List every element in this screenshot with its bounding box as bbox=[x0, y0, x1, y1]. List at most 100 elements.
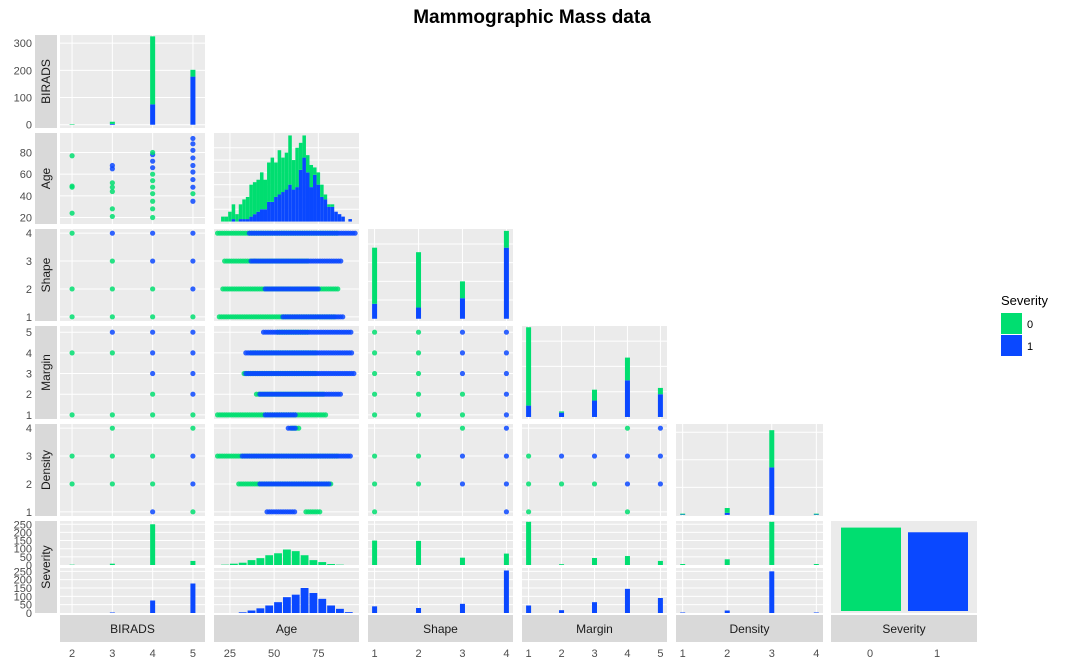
bar-segment-1 bbox=[295, 187, 299, 222]
y-tick-label: 200 bbox=[14, 575, 32, 587]
data-point bbox=[371, 481, 378, 487]
y-tick-label: 4 bbox=[26, 423, 32, 435]
bar-segment-0 bbox=[69, 124, 75, 125]
chart-title: Mammographic Mass data bbox=[413, 7, 651, 28]
bar-age-severity-1 bbox=[344, 612, 353, 613]
bar-severity-1 bbox=[624, 588, 630, 613]
data-point bbox=[190, 176, 196, 183]
data-point bbox=[150, 214, 156, 221]
x-tick-label: 1 bbox=[526, 648, 532, 660]
col-strip-label: Severity bbox=[882, 622, 925, 636]
col-strip-density bbox=[676, 615, 823, 642]
x-tick-label: 2 bbox=[69, 648, 75, 660]
row-strip-label: Density bbox=[39, 450, 53, 490]
data-point bbox=[190, 350, 196, 356]
data-point bbox=[503, 370, 510, 377]
bar-severity-0 bbox=[841, 527, 901, 611]
bar-age-severity-1 bbox=[247, 610, 256, 613]
x-tick-label: 2 bbox=[415, 648, 421, 660]
bar-segment-1 bbox=[109, 123, 115, 125]
data-point bbox=[190, 141, 196, 147]
bar-severity-1 bbox=[150, 600, 156, 613]
col-strip-label: Density bbox=[729, 622, 769, 636]
data-point bbox=[337, 391, 344, 397]
bar-severity-1 bbox=[680, 612, 686, 613]
panel-density-shape bbox=[368, 424, 513, 516]
bar-segment-1 bbox=[459, 298, 465, 319]
bar-segment-0 bbox=[238, 204, 243, 220]
bar-severity-0 bbox=[657, 560, 663, 565]
x-tick-label: 2 bbox=[558, 648, 564, 660]
data-point bbox=[503, 412, 510, 418]
y-tick-label: 1 bbox=[26, 410, 32, 422]
row-strip-margin bbox=[35, 326, 57, 419]
bar-segment-0 bbox=[680, 513, 686, 515]
bar-age-severity-1 bbox=[336, 608, 344, 613]
data-point bbox=[190, 314, 196, 320]
bar-segment-0 bbox=[284, 152, 289, 190]
bar-segment-0 bbox=[302, 135, 306, 158]
x-tick-label: 5 bbox=[657, 648, 663, 660]
data-point bbox=[558, 453, 565, 459]
data-point bbox=[190, 147, 196, 153]
panel-severity-1-shape bbox=[368, 568, 513, 613]
bar-segment-0 bbox=[109, 121, 115, 124]
bar-severity-1 bbox=[908, 532, 968, 611]
panel-severity-0-birads bbox=[60, 521, 205, 565]
bar-segment-1 bbox=[263, 209, 268, 222]
bar-age-severity-1 bbox=[274, 602, 282, 613]
row-strip-density bbox=[35, 424, 57, 516]
bar-segment-1 bbox=[190, 76, 196, 125]
bar-segment-1 bbox=[320, 196, 324, 222]
bar-segment-0 bbox=[242, 199, 246, 220]
y-tick-label: 60 bbox=[20, 169, 32, 181]
bar-segment-1 bbox=[526, 405, 532, 417]
bar-segment-1 bbox=[267, 201, 271, 222]
data-point bbox=[503, 481, 510, 487]
bar-age-severity-0 bbox=[238, 562, 247, 565]
data-point bbox=[459, 453, 466, 459]
y-tick-label: 3 bbox=[26, 369, 32, 381]
bar-segment-1 bbox=[291, 189, 296, 222]
bar-segment-0 bbox=[769, 430, 775, 468]
bar-age-severity-1 bbox=[291, 594, 300, 613]
data-point bbox=[657, 453, 664, 459]
bar-segment-0 bbox=[252, 182, 257, 215]
data-point bbox=[109, 230, 115, 236]
bar-segment-0 bbox=[416, 252, 422, 308]
row-strip-shape bbox=[35, 229, 57, 321]
data-point bbox=[109, 453, 115, 459]
x-tick-label: 5 bbox=[190, 648, 196, 660]
data-point bbox=[109, 188, 115, 195]
data-point bbox=[109, 258, 115, 264]
data-point bbox=[109, 481, 115, 487]
y-tick-label: 0 bbox=[26, 120, 32, 132]
x-tick-label: 3 bbox=[769, 648, 775, 660]
bar-segment-0 bbox=[228, 211, 232, 222]
data-point bbox=[109, 166, 115, 172]
data-point bbox=[415, 391, 422, 397]
y-tick-label: 4 bbox=[26, 228, 32, 240]
data-point bbox=[190, 198, 196, 204]
bar-severity-1 bbox=[559, 610, 565, 613]
bar-segment-0 bbox=[274, 162, 278, 197]
panel-margin-birads bbox=[60, 326, 205, 419]
data-point bbox=[109, 184, 115, 190]
bar-segment-1 bbox=[341, 216, 345, 222]
data-point bbox=[190, 135, 196, 142]
y-tick-label: 1 bbox=[26, 507, 32, 519]
row-strip-severity bbox=[35, 521, 57, 613]
row-strip-age bbox=[35, 133, 57, 224]
data-point bbox=[150, 412, 156, 418]
data-point bbox=[150, 370, 156, 377]
panel-grid: BIRADS Age Shape Margin Density Severity BIRAD… bbox=[14, 35, 977, 660]
data-point bbox=[340, 314, 346, 320]
bar-segment-0 bbox=[270, 157, 275, 202]
bar-age-severity-1 bbox=[282, 597, 291, 613]
x-tick-label: 3 bbox=[459, 648, 465, 660]
data-point bbox=[150, 198, 156, 204]
row-strip-label: Age bbox=[39, 168, 53, 190]
data-point bbox=[525, 453, 532, 459]
bar-severity-0 bbox=[769, 521, 775, 565]
data-point bbox=[657, 481, 664, 487]
